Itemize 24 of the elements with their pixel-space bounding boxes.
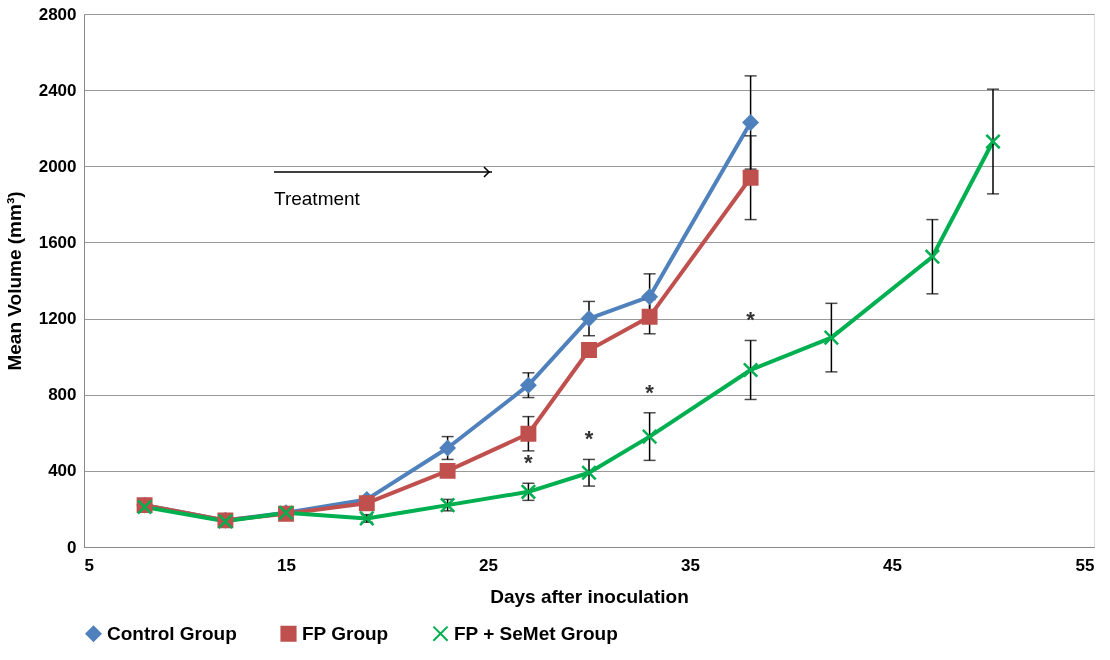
- annotation: Treatment: [274, 188, 361, 209]
- y-axis-title: Mean Volume (mm³): [3, 191, 25, 371]
- annotation: *: [524, 450, 534, 476]
- legend-label: FP Group: [302, 622, 389, 644]
- x-tick-label: 25: [479, 555, 498, 575]
- y-tick-label: 0: [67, 537, 77, 557]
- y-tick-label: 2800: [38, 4, 77, 24]
- y-tick-label: 800: [48, 385, 77, 405]
- y-tick-label: 1200: [38, 309, 77, 329]
- x-axis-title: Days after inoculation: [490, 585, 689, 607]
- y-tick-label: 400: [48, 461, 77, 481]
- annotation: *: [645, 379, 655, 405]
- x-tick-label: 55: [1075, 555, 1095, 575]
- x-tick-label: 15: [277, 555, 296, 575]
- x-tick-label: 45: [883, 555, 902, 575]
- y-tick-label: 2000: [38, 156, 77, 176]
- x-tick-label: 5: [84, 555, 94, 575]
- annotation: *: [584, 426, 594, 452]
- x-tick-label: 35: [681, 555, 700, 575]
- legend-label: FP + SeMet Group: [454, 622, 618, 644]
- y-tick-label: 1600: [38, 232, 77, 252]
- y-tick-label: 2400: [38, 80, 77, 100]
- legend-label: Control Group: [107, 622, 237, 644]
- annotation: *: [746, 307, 756, 333]
